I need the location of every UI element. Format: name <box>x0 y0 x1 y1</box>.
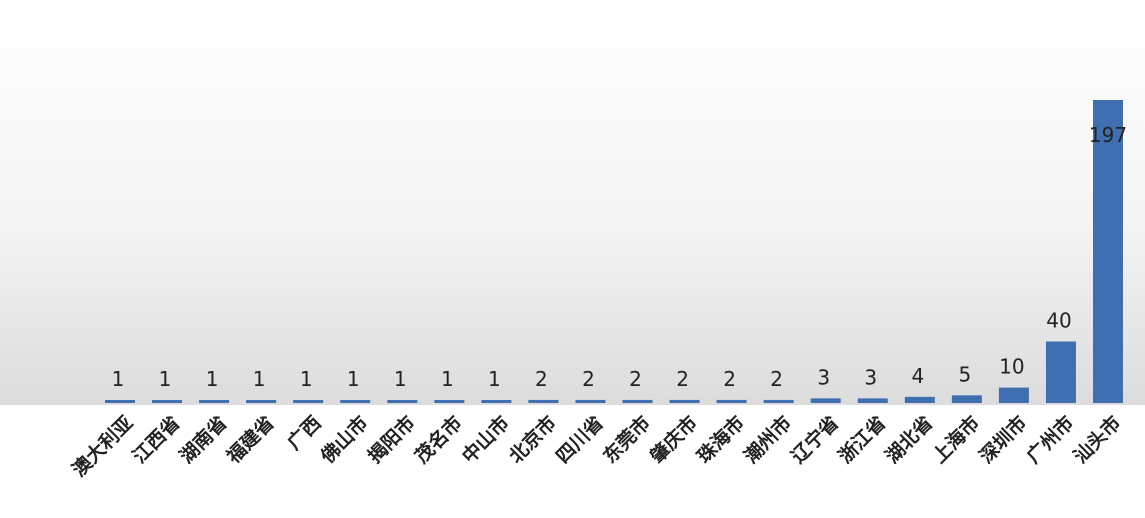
data-label: 2 <box>676 367 689 391</box>
data-label: 1 <box>488 367 501 391</box>
data-label: 40 <box>1046 308 1071 332</box>
data-label: 5 <box>958 362 971 386</box>
data-label: 1 <box>394 367 407 391</box>
x-tick-label: 东莞市 <box>598 411 655 468</box>
data-label: 10 <box>999 355 1024 379</box>
x-tick-label: 茂名市 <box>410 411 467 468</box>
data-label: 3 <box>864 365 877 389</box>
x-tick-label: 上海市 <box>928 411 985 468</box>
bar <box>998 387 1029 403</box>
data-label: 2 <box>629 367 642 391</box>
bar <box>528 399 559 403</box>
bar <box>481 400 512 403</box>
x-tick-label: 辽宁省 <box>787 411 844 468</box>
data-label: 3 <box>817 365 830 389</box>
x-tick-label: 中山市 <box>457 411 514 468</box>
x-tick-label: 深圳市 <box>975 411 1032 468</box>
data-label: 1 <box>112 367 125 391</box>
x-tick-label: 湖北省 <box>881 412 937 468</box>
data-label: 197 <box>1089 123 1127 147</box>
bar <box>904 396 935 403</box>
bar <box>105 400 135 403</box>
x-tick-label: 江西省 <box>129 412 185 468</box>
x-tick-label: 广西 <box>282 411 325 454</box>
x-tick-label: 广州市 <box>1022 411 1079 468</box>
data-label: 2 <box>582 367 595 391</box>
data-label: 2 <box>723 367 736 391</box>
bar <box>152 400 183 403</box>
x-tick-label: 肇庆市 <box>645 411 702 468</box>
x-tick-label: 四川省 <box>552 412 608 468</box>
x-tick-label: 福建省 <box>221 411 278 468</box>
data-label: 1 <box>347 367 360 391</box>
x-tick-label: 北京市 <box>504 411 561 468</box>
bar <box>293 400 324 403</box>
x-tick-label: 汕头市 <box>1069 411 1126 468</box>
x-tick-label: 珠海市 <box>692 411 749 468</box>
bar <box>622 399 653 403</box>
data-label: 1 <box>206 367 219 391</box>
bar <box>246 400 277 403</box>
bar <box>669 399 700 403</box>
x-tick-label: 揭阳市 <box>363 411 420 468</box>
bar <box>1045 341 1076 403</box>
bar <box>810 398 841 403</box>
bar <box>857 398 888 403</box>
bar <box>199 400 230 403</box>
data-label: 1 <box>300 367 313 391</box>
data-label: 2 <box>535 367 548 391</box>
bar <box>1093 100 1123 403</box>
data-label: 2 <box>770 367 783 391</box>
data-label: 1 <box>253 367 266 391</box>
data-label: 1 <box>159 367 172 391</box>
x-tick-label: 湖南省 <box>176 412 232 468</box>
bar <box>434 400 465 403</box>
bar <box>575 399 606 403</box>
bar <box>387 400 418 403</box>
bar <box>716 399 747 403</box>
data-label: 4 <box>911 364 924 388</box>
x-tick-label: 浙江省 <box>834 411 891 468</box>
x-tick-label: 潮州市 <box>740 411 797 468</box>
plot-background <box>0 0 1145 405</box>
bar <box>340 400 371 403</box>
data-label: 1 <box>441 367 454 391</box>
x-tick-label: 佛山市 <box>315 411 372 468</box>
x-tick-label: 澳大利亚 <box>67 411 137 481</box>
bar <box>763 399 794 403</box>
bar <box>951 395 982 403</box>
